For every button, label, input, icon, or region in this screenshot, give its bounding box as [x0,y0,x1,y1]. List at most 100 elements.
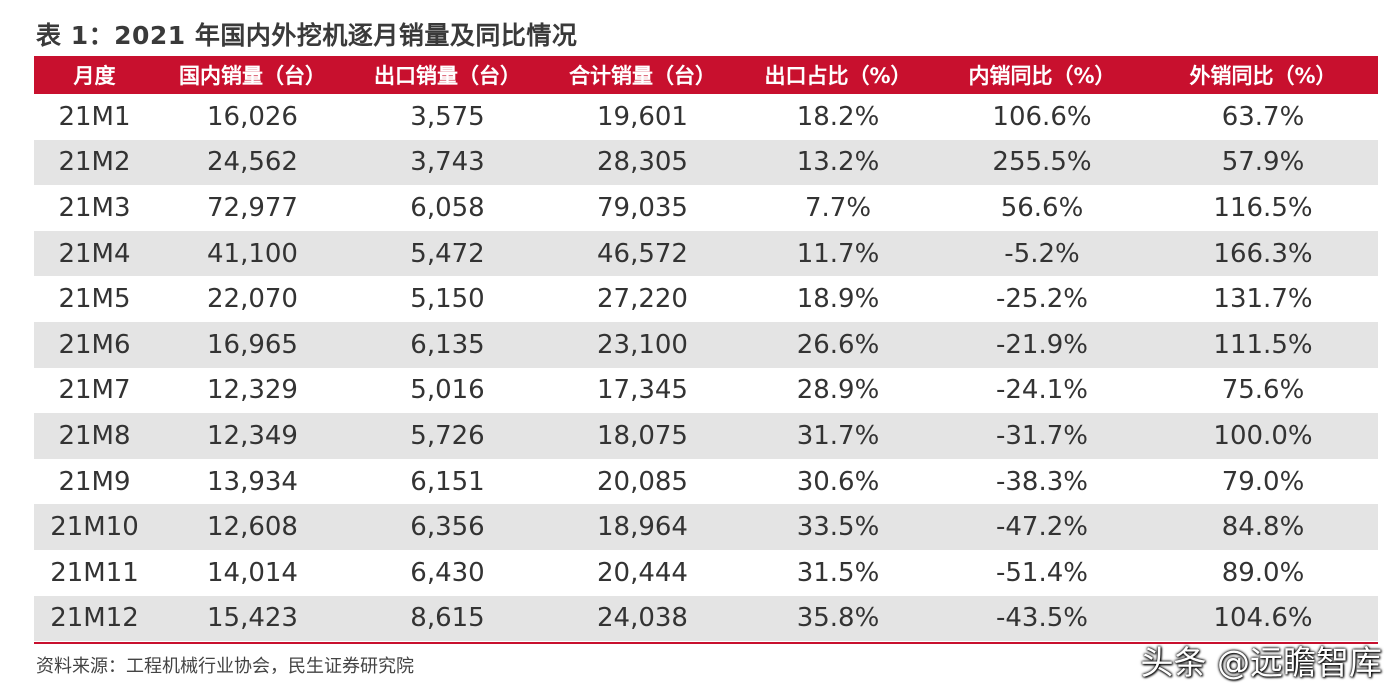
cell-export-share: 18.9% [796,284,880,315]
cell-month: 21M9 [58,466,131,497]
table-row: 21M12 15,423 8,615 24,038 35.8% -43.5% 104.6% [34,595,1378,642]
table-row: 21M10 12,608 6,356 18,964 33.5% -47.2% 84.8% [34,504,1378,550]
cell-domestic-yoy: 56.6% [1000,192,1084,223]
cell-month: 21M4 [34,230,155,277]
table-title: 表 1：2021 年国内外挖机逐月销量及同比情况 [36,21,578,50]
cell-domestic-sales: 16,965 [155,321,350,368]
cell-export-sales: 3,743 [350,139,545,186]
cell-month: 21M6 [34,321,155,368]
cell-domestic-sales: 22,070 [207,284,298,315]
header-cell-export-yoy: 外销同比（%） [1148,56,1378,94]
cell-month: 21M3 [58,192,131,223]
cell-export-share: 11.7% [740,230,936,277]
table-row: 21M7 12,329 5,016 17,345 28.9% -24.1% 75.6% [34,368,1378,414]
cell-domestic-yoy: -24.1% [996,375,1088,406]
cell-export-yoy: 84.8% [1148,504,1378,550]
cell-export-share: 7.7% [804,192,872,223]
header-cell-total-sales: 合计销量（台） [545,56,740,94]
cell-export-share: 28.9% [796,375,880,406]
cell-domestic-yoy: -21.9% [936,321,1148,368]
cell-export-yoy: 63.7% [1221,101,1305,132]
cell-domestic-yoy: -38.3% [996,466,1088,497]
cell-export-yoy: 57.9% [1148,139,1378,186]
cell-export-sales: 8,615 [350,595,545,642]
bottom-rule [34,642,1378,644]
table-row: 21M5 22,070 5,150 27,220 18.9% -25.2% 131.7% [34,276,1378,322]
table-row: 21M6 16,965 6,135 23,100 26.6% -21.9% 111.5% [34,321,1378,368]
cell-export-sales: 5,472 [350,230,545,277]
cell-export-sales: 5,726 [350,413,545,459]
cell-month: 21M5 [58,284,131,315]
cell-month: 21M2 [34,139,155,186]
cell-total-sales: 17,345 [597,375,688,406]
cell-total-sales: 18,964 [545,504,740,550]
cell-total-sales: 46,572 [545,230,740,277]
cell-domestic-yoy: -5.2% [936,230,1148,277]
cell-domestic-yoy: 255.5% [936,139,1148,186]
header-row: 月度 国内销量（台） 出口销量（台） 合计销量（台） 出口占比（%） 内销同比（… [34,56,1378,94]
cell-total-sales: 20,085 [597,466,688,497]
cell-export-share: 30.6% [796,466,880,497]
cell-export-yoy: 166.3% [1148,230,1378,277]
cell-export-sales: 5,150 [410,284,485,315]
cell-export-yoy: 75.6% [1221,375,1305,406]
header-cell-domestic-yoy: 内销同比（%） [936,56,1148,94]
cell-domestic-sales: 72,977 [207,192,298,223]
table-row: 21M3 72,977 6,058 79,035 7.7% 56.6% 116.5% [34,185,1378,231]
cell-total-sales: 20,444 [597,557,688,588]
cell-export-share: 26.6% [740,321,936,368]
sales-table: 月度 国内销量（台） 出口销量（台） 合计销量（台） 出口占比（%） 内销同比（… [34,56,1378,642]
table-row: 21M4 41,100 5,472 46,572 11.7% -5.2% 166.3% [34,230,1378,277]
cell-domestic-yoy: 106.6% [992,101,1092,132]
cell-export-yoy: 116.5% [1213,192,1313,223]
cell-total-sales: 23,100 [545,321,740,368]
cell-month: 21M12 [34,595,155,642]
cell-domestic-yoy: -25.2% [996,284,1088,315]
cell-total-sales: 19,601 [597,101,688,132]
cell-domestic-sales: 15,423 [155,595,350,642]
cell-export-yoy: 79.0% [1221,466,1305,497]
cell-domestic-sales: 14,014 [207,557,298,588]
cell-domestic-sales: 24,562 [155,139,350,186]
cell-domestic-yoy: -31.7% [936,413,1148,459]
cell-total-sales: 28,305 [545,139,740,186]
cell-domestic-sales: 12,349 [155,413,350,459]
header-cell-domestic-sales: 国内销量（台） [155,56,350,94]
header-cell-month: 月度 [34,56,155,94]
cell-export-sales: 6,356 [350,504,545,550]
cell-export-yoy: 89.0% [1221,557,1305,588]
table-row: 21M9 13,934 6,151 20,085 30.6% -38.3% 79.0% [34,459,1378,505]
cell-export-yoy: 100.0% [1148,413,1378,459]
cell-export-share: 18.2% [796,101,880,132]
cell-domestic-yoy: -47.2% [936,504,1148,550]
cell-domestic-sales: 13,934 [207,466,298,497]
cell-month: 21M11 [50,557,139,588]
cell-export-share: 31.7% [740,413,936,459]
source-note: 资料来源：工程机械行业协会，民生证券研究院 [36,656,414,677]
cell-export-share: 33.5% [740,504,936,550]
cell-month: 21M10 [34,504,155,550]
table-row: 21M1 16,026 3,575 19,601 18.2% 106.6% 63.7% [34,94,1378,140]
cell-export-sales: 3,575 [410,101,485,132]
cell-export-yoy: 111.5% [1148,321,1378,368]
cell-domestic-sales: 41,100 [155,230,350,277]
cell-total-sales: 18,075 [545,413,740,459]
cell-export-sales: 5,016 [410,375,485,406]
table-row: 21M11 14,014 6,430 20,444 31.5% -51.4% 89.0% [34,550,1378,596]
table-body: 21M1 16,026 3,575 19,601 18.2% 106.6% 63.7% 21M… [34,94,1378,642]
cell-export-yoy: 131.7% [1213,284,1313,315]
cell-export-share: 13.2% [740,139,936,186]
table-row: 21M8 12,349 5,726 18,075 31.7% -31.7% 100.0% [34,413,1378,459]
cell-total-sales: 27,220 [597,284,688,315]
header-cell-export-sales: 出口销量（台） [350,56,545,94]
cell-domestic-yoy: -51.4% [996,557,1088,588]
table-row: 21M2 24,562 3,743 28,305 13.2% 255.5% 57.9% [34,139,1378,186]
cell-total-sales: 24,038 [545,595,740,642]
cell-domestic-sales: 12,608 [155,504,350,550]
cell-export-sales: 6,058 [410,192,485,223]
cell-export-sales: 6,151 [410,466,485,497]
cell-export-sales: 6,135 [350,321,545,368]
cell-export-share: 35.8% [740,595,936,642]
header-cell-export-share: 出口占比（%） [740,56,936,94]
